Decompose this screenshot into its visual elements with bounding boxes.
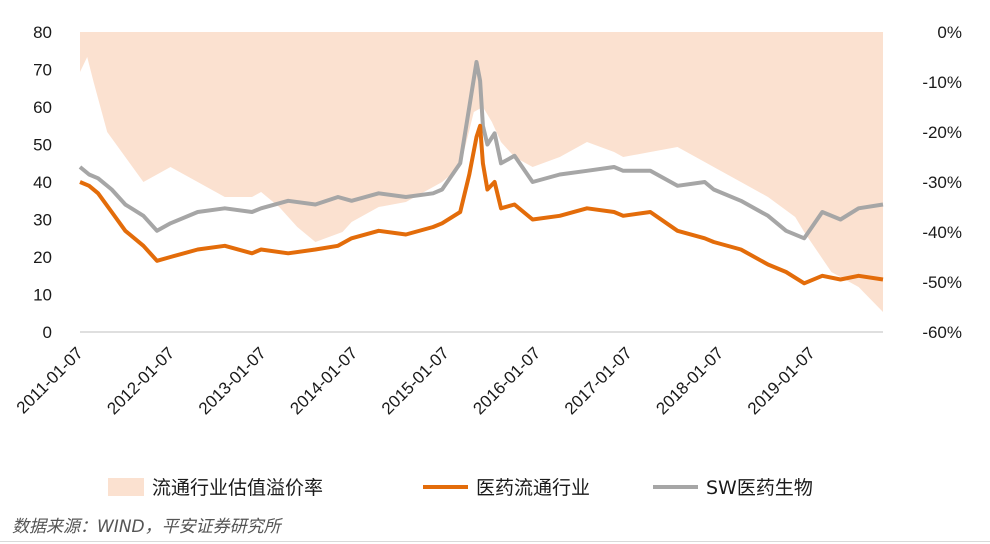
premium-area	[80, 32, 883, 312]
x-tick-label: 2015-01-07	[378, 343, 453, 418]
source-note: 数据来源：WIND，平安证券研究所	[12, 517, 281, 537]
x-tick-label: 2011-01-07	[13, 343, 87, 417]
x-tick-label: 2012-01-07	[103, 343, 178, 418]
left-tick-label: 30	[33, 211, 52, 230]
x-tick-label: 2019-01-07	[744, 343, 819, 418]
left-tick-label: 20	[33, 248, 52, 267]
left-tick-label: 70	[33, 61, 52, 80]
left-tick-label: 40	[33, 173, 52, 192]
left-axis-ticks: 0 10 20 30 40 50 60 70 80	[33, 23, 52, 342]
right-tick-label: -20%	[922, 123, 962, 142]
sw-pharma-line	[78, 60, 884, 241]
left-tick-label: 50	[33, 136, 52, 155]
x-tick-label: 2017-01-07	[561, 343, 636, 418]
x-axis-ticks: 2011-01-07 2012-01-07 2013-01-07 2014-01-07…	[13, 343, 819, 418]
left-tick-label: 10	[33, 286, 52, 305]
x-tick-label: 2014-01-07	[286, 343, 361, 418]
x-tick-label: 2018-01-07	[652, 343, 727, 418]
legend-swatch-premium	[108, 478, 144, 496]
right-tick-label: 0%	[937, 23, 962, 42]
right-tick-label: -50%	[922, 273, 962, 292]
right-tick-label: -60%	[922, 323, 962, 342]
right-tick-label: -10%	[922, 73, 962, 92]
left-tick-label: 60	[33, 98, 52, 117]
left-tick-label: 80	[33, 23, 52, 42]
legend: 流通行业估值溢价率 医药流通行业 SW医药生物	[108, 477, 813, 499]
bottom-divider	[0, 541, 990, 542]
x-tick-label: 2016-01-07	[469, 343, 544, 418]
pharma-distribution-line	[79, 123, 884, 286]
right-axis-ticks: -60% -50% -40% -30% -20% -10% 0%	[922, 23, 962, 342]
right-tick-label: -40%	[922, 223, 962, 242]
legend-label-distribution: 医药流通行业	[476, 477, 590, 499]
legend-label-premium: 流通行业估值溢价率	[152, 477, 323, 499]
right-tick-label: -30%	[922, 173, 962, 192]
x-tick-label: 2013-01-07	[195, 343, 270, 418]
legend-label-sw: SW医药生物	[706, 477, 813, 499]
left-tick-label: 0	[43, 323, 52, 342]
